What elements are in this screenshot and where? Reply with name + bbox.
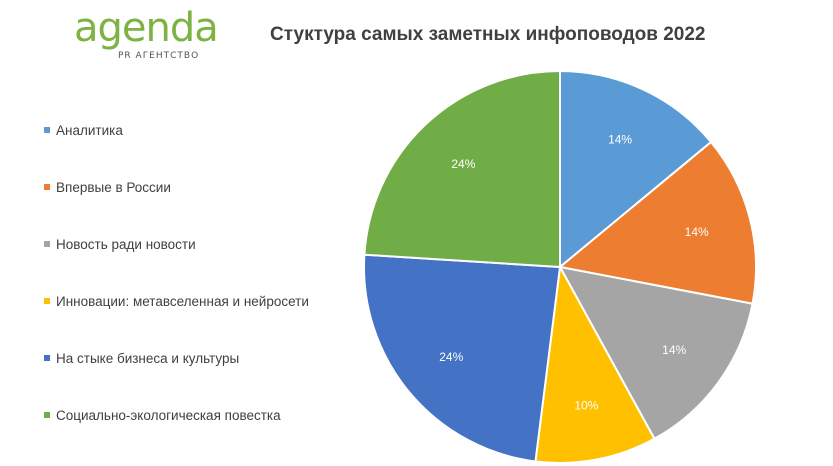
legend-swatch: [44, 241, 50, 247]
agenda-logo: agenda PR АГЕНТСТВО: [74, 8, 219, 68]
logo-subtitle: PR АГЕНТСТВО: [118, 51, 200, 61]
legend-item: Впервые в России: [44, 177, 171, 197]
legend-item: Инновации: метавселенная и нейросети: [44, 291, 309, 311]
legend-swatch: [44, 127, 50, 133]
logo-wordmark: agenda: [74, 5, 219, 51]
pie-slice: [558, 265, 754, 441]
legend-swatch: [44, 355, 50, 361]
legend-label: Социально-экологическая повестка: [56, 407, 281, 423]
slice-label: 10%: [574, 399, 598, 413]
legend-label: Аналитика: [56, 122, 123, 138]
legend-swatch: [44, 298, 50, 304]
pie-slice: [557, 140, 757, 305]
legend-swatch: [44, 412, 50, 418]
pie-slice: [559, 69, 713, 270]
pie-slice: [363, 253, 562, 463]
chart-title: Стуктура самых заметных инфоповодов 2022: [270, 24, 706, 45]
legend-item: Новость ради новости: [44, 234, 196, 254]
pie-slice: [363, 69, 561, 269]
slice-label: 24%: [439, 350, 463, 364]
legend-item: На стыке бизнеса и культуры: [44, 348, 239, 368]
slice-label: 14%: [685, 225, 709, 239]
legend-label: На стыке бизнеса и культуры: [56, 350, 240, 366]
legend-swatch: [44, 184, 50, 190]
slice-label: 14%: [608, 132, 632, 146]
legend-label: Впервые в России: [56, 179, 171, 195]
legend-label: Новость ради новости: [56, 236, 196, 252]
legend-label: Инновации: метавселенная и нейросети: [56, 293, 309, 309]
legend-item: Аналитика: [44, 120, 123, 140]
slice-label: 14%: [662, 343, 686, 357]
legend-item: Социально-экологическая повестка: [44, 405, 281, 425]
pie-slice: [534, 263, 656, 464]
slice-label: 24%: [451, 157, 475, 171]
